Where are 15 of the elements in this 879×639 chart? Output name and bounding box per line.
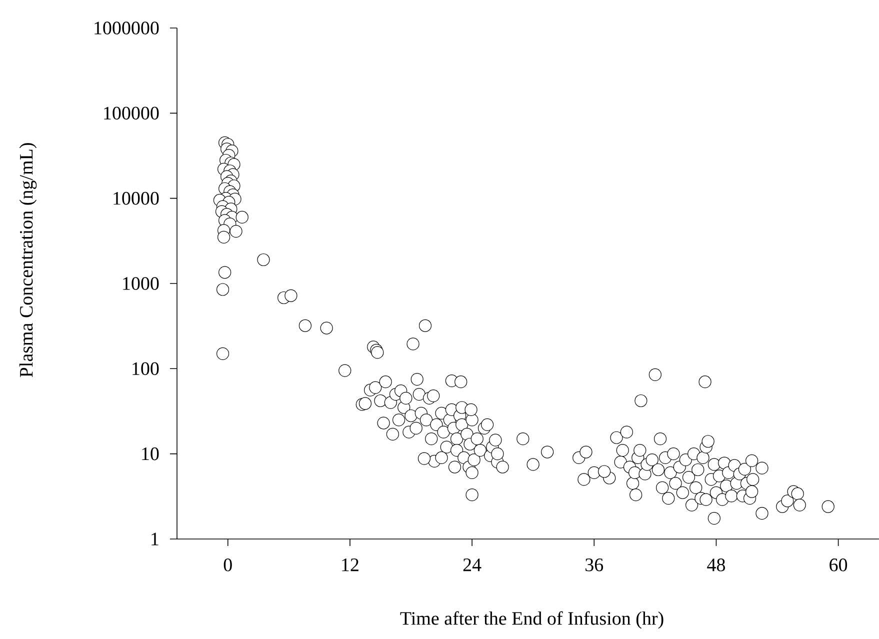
x-tick-label: 60 — [830, 558, 848, 572]
y-tick-label: 10 — [142, 447, 159, 460]
y-tick-label: 100 — [132, 362, 159, 376]
y-axis-title: Plasma Concentration (ng/mL) — [19, 143, 37, 378]
x-tick-label: 36 — [586, 558, 604, 572]
y-tick-label: 1000000 — [94, 22, 159, 34]
x-tick-label: 12 — [342, 558, 358, 572]
x-tick-label: 48 — [707, 558, 725, 572]
y-tick-label: 1 — [152, 532, 158, 546]
x-axis-title: Time after the End of Infusion (hr) — [400, 611, 664, 629]
x-tick-label: 24 — [463, 558, 482, 572]
y-tick-label: 1000 — [123, 277, 159, 290]
y-tick-label: 10000 — [114, 192, 159, 205]
x-tick-label: 0 — [224, 558, 232, 572]
y-tick-label: 100000 — [104, 106, 159, 120]
